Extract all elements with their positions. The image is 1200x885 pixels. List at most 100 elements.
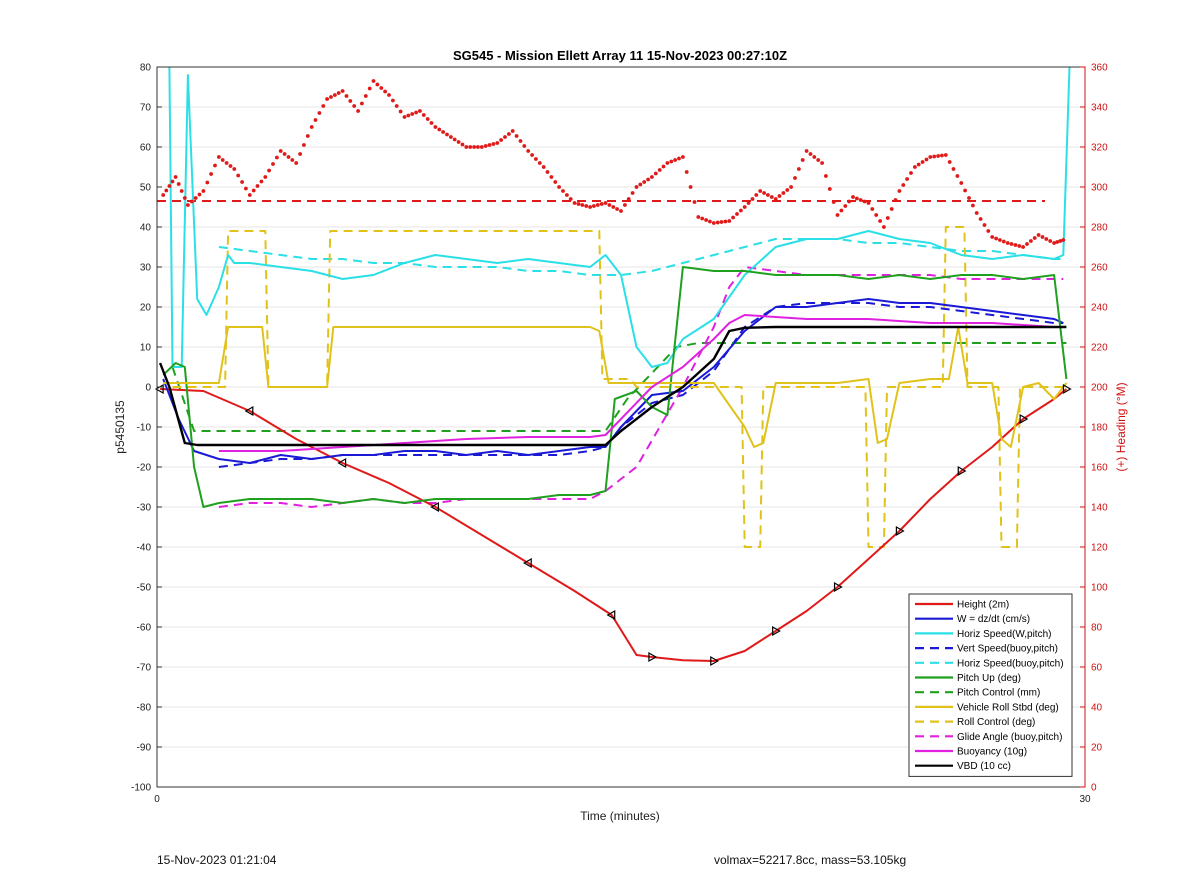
heading-point [161, 193, 166, 197]
heading-point [595, 203, 600, 207]
y-tick-label: -100 [131, 783, 151, 794]
heading-point [561, 189, 565, 193]
heading-point [549, 175, 554, 179]
heading-point [425, 117, 430, 121]
legend-label: Height (2m) [957, 600, 1009, 611]
heading-point [1048, 239, 1053, 243]
heading-point [514, 134, 519, 138]
heading-point [479, 145, 484, 149]
heading-point [646, 177, 650, 182]
heading-point [530, 153, 534, 157]
heading-point [708, 219, 712, 224]
heading-point [336, 91, 341, 95]
heading-point [986, 229, 991, 233]
heading-point [978, 217, 983, 221]
series-layer [157, 66, 1071, 662]
legend: Height (2m) W = dz/dt (cm/s) Horiz Speed(W… [908, 593, 1073, 777]
right-axis-ticks: 3603403203002802602402202001801601401201… [1080, 63, 1108, 794]
heading-point [1017, 244, 1022, 248]
heading-point [990, 235, 995, 239]
heading-point [553, 180, 558, 184]
heading-point [1029, 239, 1033, 243]
heading-point [526, 149, 531, 153]
heading-point [534, 157, 538, 161]
series-line [172, 226, 1067, 548]
heading-point [1009, 242, 1014, 246]
heading-point [263, 175, 268, 179]
heading-point [684, 170, 689, 174]
direction-marker [957, 465, 967, 477]
heading-point [940, 153, 944, 158]
heading-point [913, 165, 917, 169]
legend-label: Buoyancy (10g) [957, 747, 1027, 758]
heading-point [843, 204, 848, 208]
heading-point [653, 171, 658, 176]
heading-point [959, 181, 964, 185]
heading-point [247, 193, 252, 197]
heading-point [696, 215, 701, 219]
heading-point [963, 188, 967, 193]
heading-point [255, 184, 260, 188]
legend-label: Vehicle Roll Stbd (deg) [957, 702, 1059, 713]
heading-point [406, 113, 411, 118]
heading-point [449, 135, 453, 139]
y2-tick-label: 60 [1091, 663, 1103, 674]
heading-point [360, 101, 364, 106]
heading-point [855, 196, 859, 201]
heading-point [228, 164, 233, 168]
heading-point [176, 182, 181, 186]
heading-point [789, 185, 793, 189]
heading-point [804, 149, 809, 153]
y2-tick-label: 140 [1091, 503, 1108, 514]
heading-point [433, 125, 438, 129]
heading-point [344, 94, 349, 98]
series-line [218, 238, 1064, 276]
series-line [218, 314, 1064, 452]
heading-point [1058, 239, 1063, 243]
heading-point [874, 213, 879, 217]
heading-point [421, 113, 426, 117]
legend-label: Horiz Speed(W,pitch) [957, 629, 1051, 640]
heading-point [286, 155, 291, 159]
heading-point [317, 111, 322, 115]
heading-point [410, 112, 415, 116]
y2-tick-label: 80 [1091, 623, 1103, 634]
heading-point [1021, 245, 1025, 249]
heading-point [901, 183, 906, 187]
heading-point [885, 216, 890, 220]
left-axis-ticks: 80 70 60 50 40 30 20 10 0 -10 -20 -30 -40 -50 -60 -70 -8… [131, 63, 162, 794]
heading-point [537, 161, 542, 165]
legend-label: VBD (10 cc) [957, 761, 1011, 772]
heading-point [565, 193, 569, 197]
y-tick-label: -60 [137, 623, 152, 634]
y2-tick-label: 0 [1091, 783, 1097, 794]
heading-point [224, 161, 229, 165]
series-line [162, 266, 1068, 508]
heading-point [1001, 239, 1006, 244]
legend-label: Vert Speed(buoy,pitch) [957, 644, 1058, 655]
heading-point [236, 173, 241, 178]
heading-point [383, 89, 387, 94]
direction-marker [648, 651, 658, 663]
series-line [160, 388, 1068, 662]
series-line [163, 326, 1068, 448]
heading-point [275, 155, 279, 160]
y-tick-label: -30 [137, 503, 152, 514]
heading-point [650, 175, 654, 179]
heading-point [858, 198, 863, 202]
heading-point [727, 219, 732, 223]
heading-point [924, 157, 929, 162]
heading-point [164, 188, 169, 193]
heading-point [302, 143, 306, 147]
legend-label: Pitch Up (deg) [957, 673, 1021, 684]
heading-point [348, 99, 353, 103]
y2-tick-label: 260 [1091, 263, 1108, 274]
heading-point [518, 139, 523, 143]
y2-tick-label: 240 [1091, 303, 1108, 314]
heading-point [719, 220, 724, 224]
y2-axis-label: (+) Heading (°M) [1114, 382, 1128, 471]
direction-marker [244, 405, 254, 417]
heading-point [746, 201, 751, 205]
y-tick-label: 50 [140, 183, 152, 194]
